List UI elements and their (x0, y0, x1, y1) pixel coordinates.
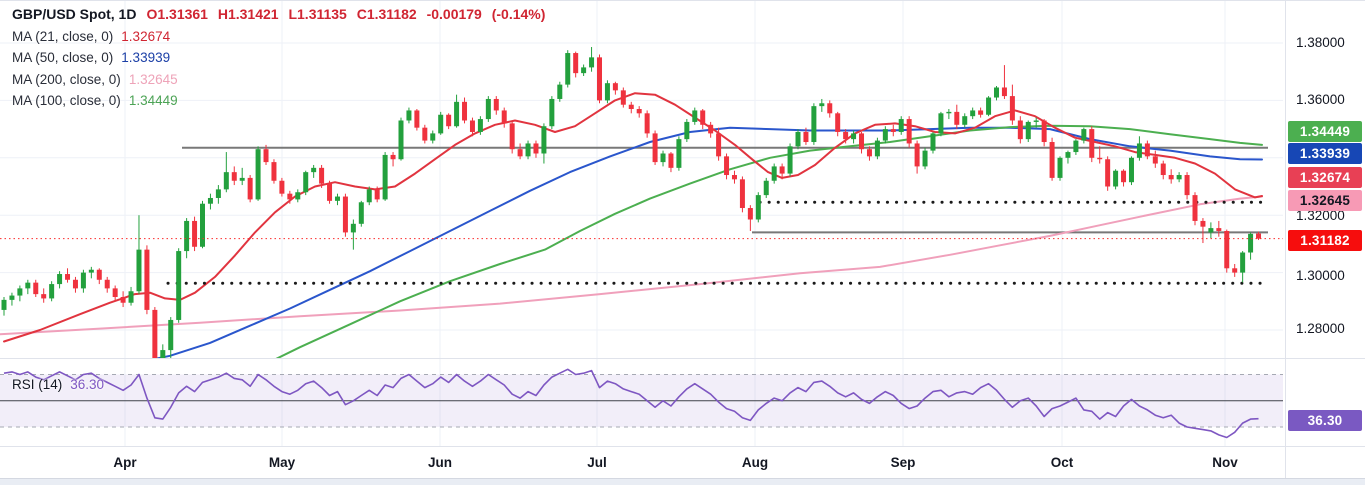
ma-line-ma200[interactable] (0, 195, 1263, 336)
axis-separator (0, 446, 1365, 447)
price-badge: 1.31182 (1288, 229, 1362, 251)
price-axis[interactable]: 1.38000 1.36000 1.32000 1.30000 1.28000 1.344… (1286, 0, 1365, 478)
symbol-title-row[interactable]: GBP/USD Spot, 1D O1.31361 H1.31421 L1.311… (12, 6, 545, 22)
indicator-label: MA (21, close, 0) (12, 28, 114, 44)
price-axis-label: 1.38000 (1296, 35, 1345, 50)
ohlc-values: O1.31361 H1.31421 L1.31135 C1.31182 -0.0… (146, 6, 546, 22)
indicator-value: 1.32674 (121, 28, 171, 44)
symbol-title[interactable]: GBP/USD Spot, 1D (12, 6, 137, 22)
month-label-aug: Aug (741, 455, 769, 470)
top-border (0, 0, 1365, 1)
rsi-line (3, 368, 1259, 439)
ma-line-ma50[interactable] (128, 126, 1263, 365)
month-label-sep: Sep (890, 455, 916, 470)
indicator-label: MA (100, close, 0) (12, 93, 121, 108)
bottom-strip (0, 478, 1365, 485)
indicator-label: MA (50, close, 0) (12, 50, 114, 65)
month-label-jul: Jul (587, 455, 607, 470)
ma-line-ma21[interactable] (3, 92, 1263, 343)
price-badge: 1.32645 (1288, 189, 1362, 211)
indicator-row-4[interactable]: MA (100, close, 0) 1.34449 (12, 93, 545, 108)
grid (0, 0, 1283, 446)
price-badge: 1.32674 (1288, 167, 1362, 188)
month-label-nov: Nov (1212, 455, 1238, 470)
price-badge: 1.34449 (1288, 120, 1362, 142)
month-label-oct: Oct (1050, 455, 1074, 470)
indicator-row-1[interactable]: MA (21, close, 0) 1.32674 (12, 29, 545, 44)
price-axis-label: 1.32000 (1296, 208, 1345, 223)
legend: GBP/USD Spot, 1D O1.31361 H1.31421 L1.311… (12, 6, 545, 108)
rsi-value: 36.30 (70, 377, 105, 392)
month-label-jun: Jun (427, 455, 453, 470)
indicator-label: MA (200, close, 0) (12, 71, 121, 87)
time-axis[interactable]: Apr May Jun Jul Aug Sep Oct Nov (0, 450, 1365, 478)
rsi-pane[interactable] (0, 368, 1283, 439)
indicator-value: 1.32645 (128, 71, 178, 87)
price-axis-border (1285, 0, 1286, 478)
rsi-label: RSI (14) (12, 377, 63, 392)
price-badge: 1.33939 (1288, 143, 1362, 164)
indicator-row-2[interactable]: MA (50, close, 0) 1.33939 (12, 50, 545, 65)
candles[interactable] (1, 47, 1262, 370)
price-axis-label: 1.30000 (1296, 268, 1345, 283)
price-badge: 36.30 (1288, 409, 1362, 431)
indicator-row-3[interactable]: MA (200, close, 0) 1.32645 (12, 72, 545, 87)
rsi-legend[interactable]: RSI (14) 36.30 (12, 377, 104, 392)
month-label-apr: Apr (113, 455, 137, 470)
main-pane[interactable] (0, 47, 1283, 370)
pane-separator[interactable] (0, 358, 1365, 359)
price-axis-label: 1.28000 (1296, 321, 1345, 336)
price-axis-label: 1.36000 (1296, 92, 1345, 107)
month-label-may: May (268, 455, 296, 470)
indicator-value: 1.33939 (121, 50, 171, 65)
indicator-value: 1.34449 (128, 93, 178, 108)
